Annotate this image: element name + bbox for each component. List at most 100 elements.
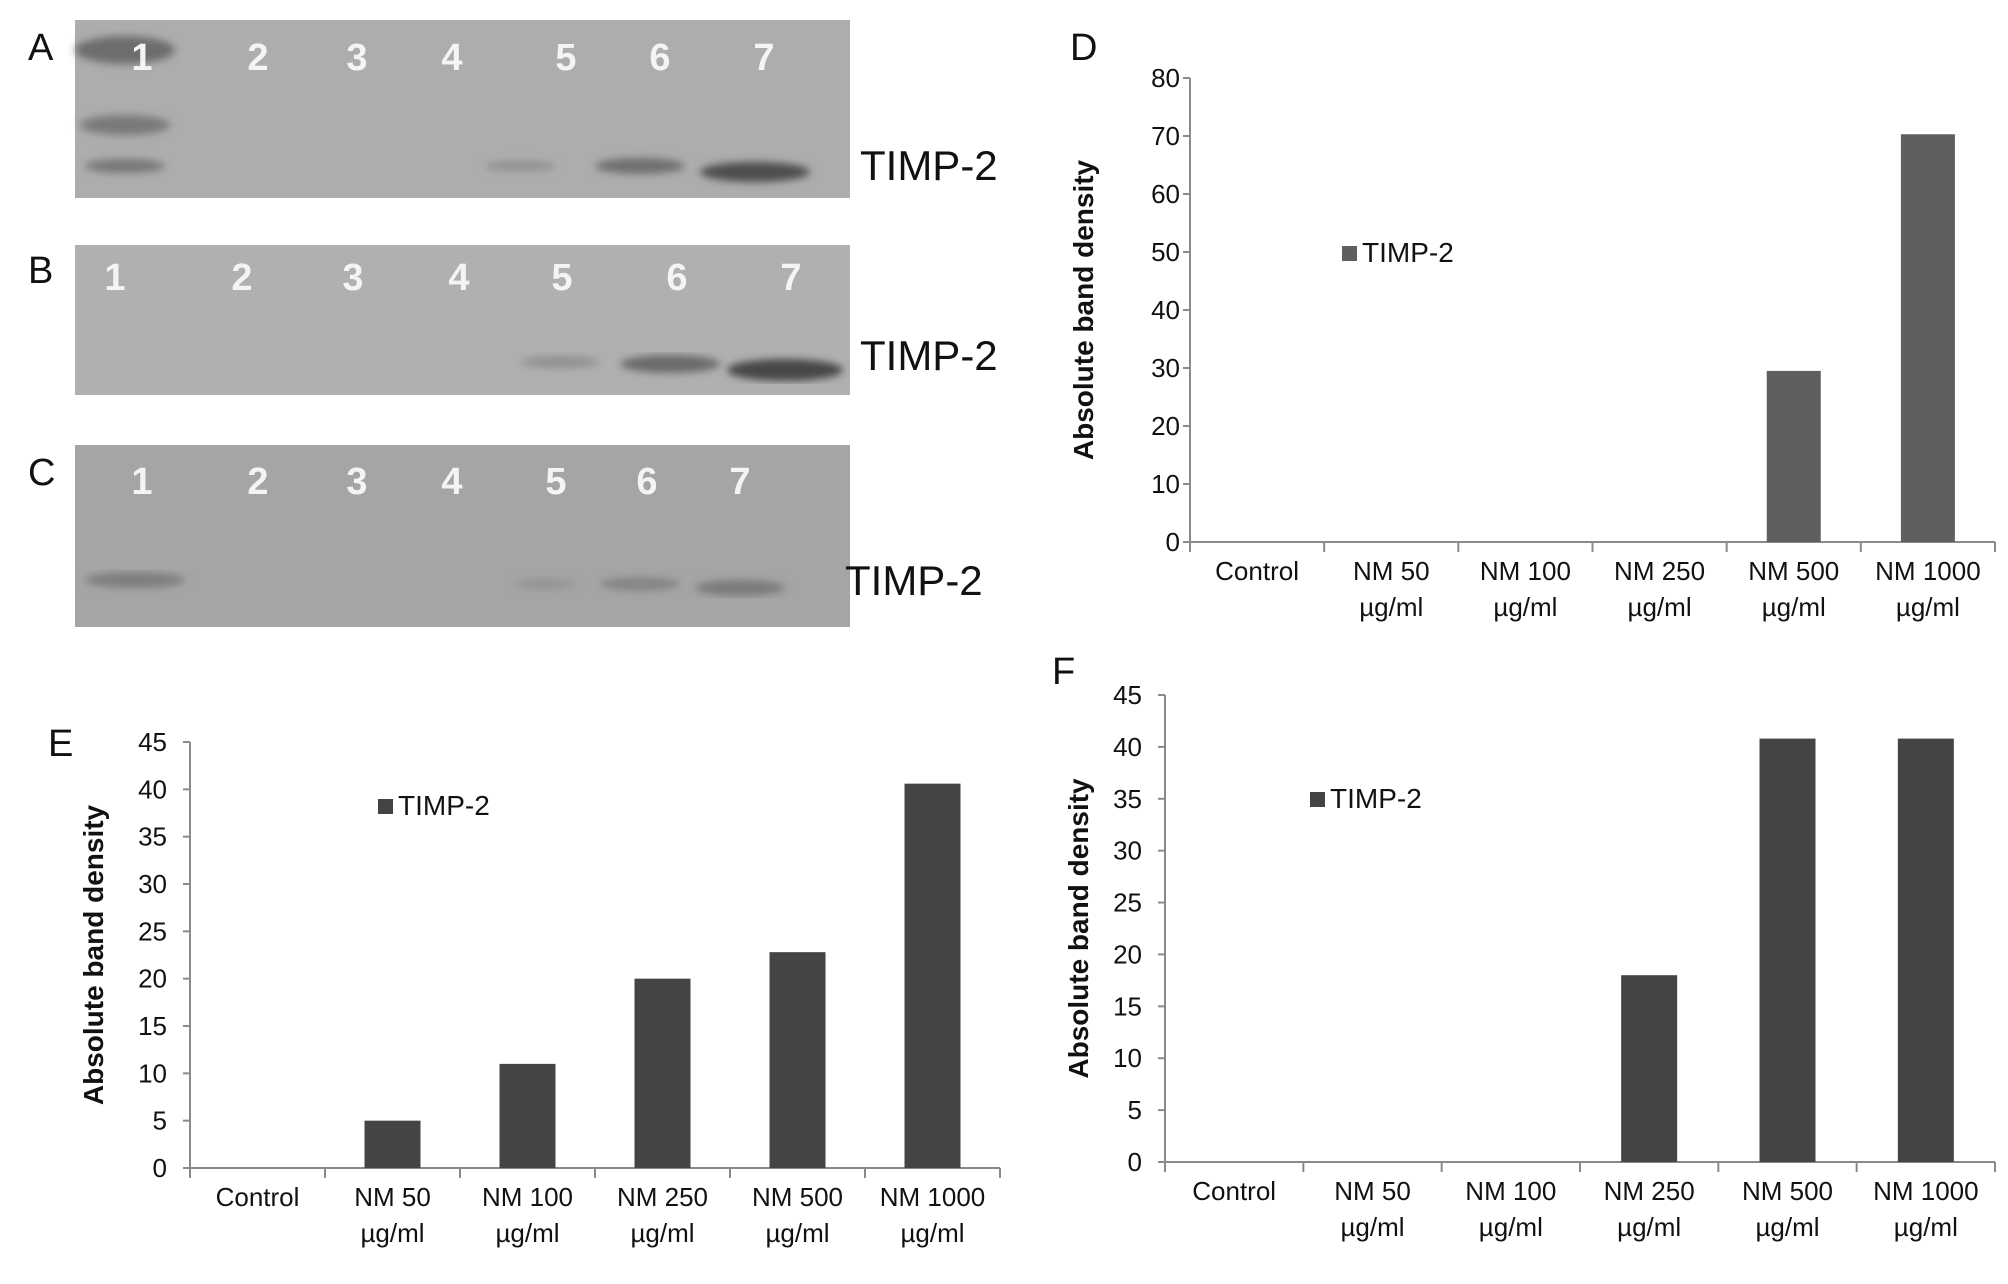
y-axis-label: Absolute band density bbox=[78, 804, 109, 1105]
y-tick-label: 25 bbox=[1113, 888, 1142, 918]
y-tick-label: 10 bbox=[1113, 1043, 1142, 1073]
x-category-label: µg/ml bbox=[630, 1218, 694, 1248]
timp2-band-lane-6 bbox=[595, 158, 685, 174]
timp2-band-lane-6 bbox=[620, 355, 720, 373]
lane-label: 1 bbox=[104, 257, 125, 299]
bar bbox=[1766, 370, 1821, 542]
lane-label: 3 bbox=[342, 257, 363, 299]
x-category-label: µg/ml bbox=[1340, 1212, 1404, 1242]
bar bbox=[769, 952, 826, 1168]
x-category-label: Control bbox=[216, 1182, 300, 1212]
lane-label: 4 bbox=[448, 257, 469, 299]
gel-c-background bbox=[75, 445, 850, 627]
y-tick-label: 10 bbox=[138, 1058, 167, 1088]
x-category-label: NM 1000 bbox=[880, 1182, 986, 1212]
gel-b-protein-label: TIMP-2 bbox=[860, 332, 998, 379]
lane-label: 4 bbox=[441, 461, 462, 503]
panel-letter-a: A bbox=[28, 27, 54, 69]
timp2-band-lane-7 bbox=[727, 359, 843, 381]
y-tick-label: 30 bbox=[138, 869, 167, 899]
timp2-band-lane-5 bbox=[520, 356, 600, 368]
legend-label: TIMP-2 bbox=[398, 790, 490, 821]
legend-swatch bbox=[1310, 792, 1325, 807]
y-tick-label: 15 bbox=[1113, 991, 1142, 1021]
lane-label: 7 bbox=[753, 37, 774, 79]
x-category-label: NM 500 bbox=[1742, 1176, 1833, 1206]
bar bbox=[1759, 738, 1816, 1162]
x-category-label: NM 50 bbox=[1353, 556, 1430, 586]
panel-letter-c: C bbox=[28, 452, 55, 494]
x-category-label: µg/ml bbox=[1762, 592, 1826, 622]
timp2-band-lane-1 bbox=[85, 159, 165, 173]
lane-label: 3 bbox=[346, 461, 367, 503]
lane-label: 6 bbox=[666, 257, 687, 299]
timp2-band-lane-7 bbox=[695, 580, 785, 596]
lane-label: 2 bbox=[231, 257, 252, 299]
x-category-label: NM 1000 bbox=[1875, 556, 1981, 586]
panel-letter-e: E bbox=[48, 723, 73, 765]
x-category-label: NM 50 bbox=[354, 1182, 431, 1212]
lane-label: 6 bbox=[649, 37, 670, 79]
lane-label: 7 bbox=[780, 257, 801, 299]
x-category-label: NM 50 bbox=[1334, 1176, 1411, 1206]
timp2-band-lane-5 bbox=[515, 579, 575, 589]
y-tick-label: 25 bbox=[138, 916, 167, 946]
lane-label: 5 bbox=[545, 461, 566, 503]
gel-b-background bbox=[75, 245, 850, 395]
x-category-label: µg/ml bbox=[1617, 1212, 1681, 1242]
x-category-label: NM 250 bbox=[1614, 556, 1705, 586]
x-category-label: NM 100 bbox=[482, 1182, 573, 1212]
chart-d: 0 10 20 30 40 50 60 70 80 Control NM 50 µg/ml NM 100… bbox=[1068, 63, 1996, 622]
x-category-label: NM 500 bbox=[752, 1182, 843, 1212]
x-category-label: µg/ml bbox=[1493, 592, 1557, 622]
gel-panel-b: B 1 2 3 4 5 6 7 TIMP-2 bbox=[28, 245, 998, 395]
y-tick-label: 70 bbox=[1151, 121, 1180, 151]
y-tick-label: 0 bbox=[1128, 1147, 1142, 1177]
x-category-label: µg/ml bbox=[900, 1218, 964, 1248]
y-tick-label: 20 bbox=[1151, 411, 1180, 441]
y-axis-label: Absolute band density bbox=[1063, 778, 1094, 1079]
marker-band bbox=[75, 36, 175, 64]
y-tick-label: 20 bbox=[138, 964, 167, 994]
bar bbox=[904, 783, 961, 1168]
bar bbox=[1900, 134, 1955, 542]
x-category-label: NM 250 bbox=[617, 1182, 708, 1212]
y-tick-label: 10 bbox=[1151, 469, 1180, 499]
timp2-band-lane-1 bbox=[85, 572, 185, 588]
panel-letter-b: B bbox=[28, 250, 53, 292]
y-tick-label: 45 bbox=[1113, 680, 1142, 710]
x-category-label: NM 500 bbox=[1748, 556, 1839, 586]
x-category-label: NM 100 bbox=[1465, 1176, 1556, 1206]
lane-label: 3 bbox=[346, 37, 367, 79]
chart-e: 0 5 10 15 20 25 30 35 40 45 Control NM 50 µg/ml NM 10… bbox=[78, 727, 1001, 1248]
bar bbox=[364, 1120, 421, 1168]
lane-label: 6 bbox=[636, 461, 657, 503]
y-tick-label: 30 bbox=[1113, 836, 1142, 866]
y-axis-label: Absolute band density bbox=[1068, 159, 1099, 460]
bar bbox=[499, 1063, 556, 1168]
marker-band bbox=[80, 115, 170, 135]
gel-panel-a: A 1 2 3 4 5 6 7 TIMP-2 bbox=[28, 20, 998, 198]
y-tick-label: 20 bbox=[1113, 939, 1142, 969]
timp2-band-lane-7 bbox=[700, 162, 810, 182]
bar bbox=[1897, 738, 1954, 1162]
panel-letter-f: F bbox=[1052, 651, 1075, 693]
x-category-label: µg/ml bbox=[1628, 592, 1692, 622]
lane-label: 1 bbox=[131, 37, 152, 79]
x-category-label: µg/ml bbox=[1479, 1212, 1543, 1242]
y-tick-label: 35 bbox=[1113, 784, 1142, 814]
x-category-label: µg/ml bbox=[1359, 592, 1423, 622]
y-tick-label: 0 bbox=[1166, 527, 1180, 557]
lane-label: 7 bbox=[729, 461, 750, 503]
y-tick-label: 5 bbox=[1128, 1095, 1142, 1125]
x-category-label: µg/ml bbox=[1894, 1212, 1958, 1242]
bar bbox=[1621, 975, 1678, 1162]
legend-label: TIMP-2 bbox=[1330, 783, 1422, 814]
x-category-label: µg/ml bbox=[360, 1218, 424, 1248]
y-tick-label: 45 bbox=[138, 727, 167, 757]
timp2-band-lane-5 bbox=[485, 161, 555, 171]
y-tick-label: 40 bbox=[138, 774, 167, 804]
legend-label: TIMP-2 bbox=[1362, 237, 1454, 268]
x-category-label: Control bbox=[1215, 556, 1299, 586]
